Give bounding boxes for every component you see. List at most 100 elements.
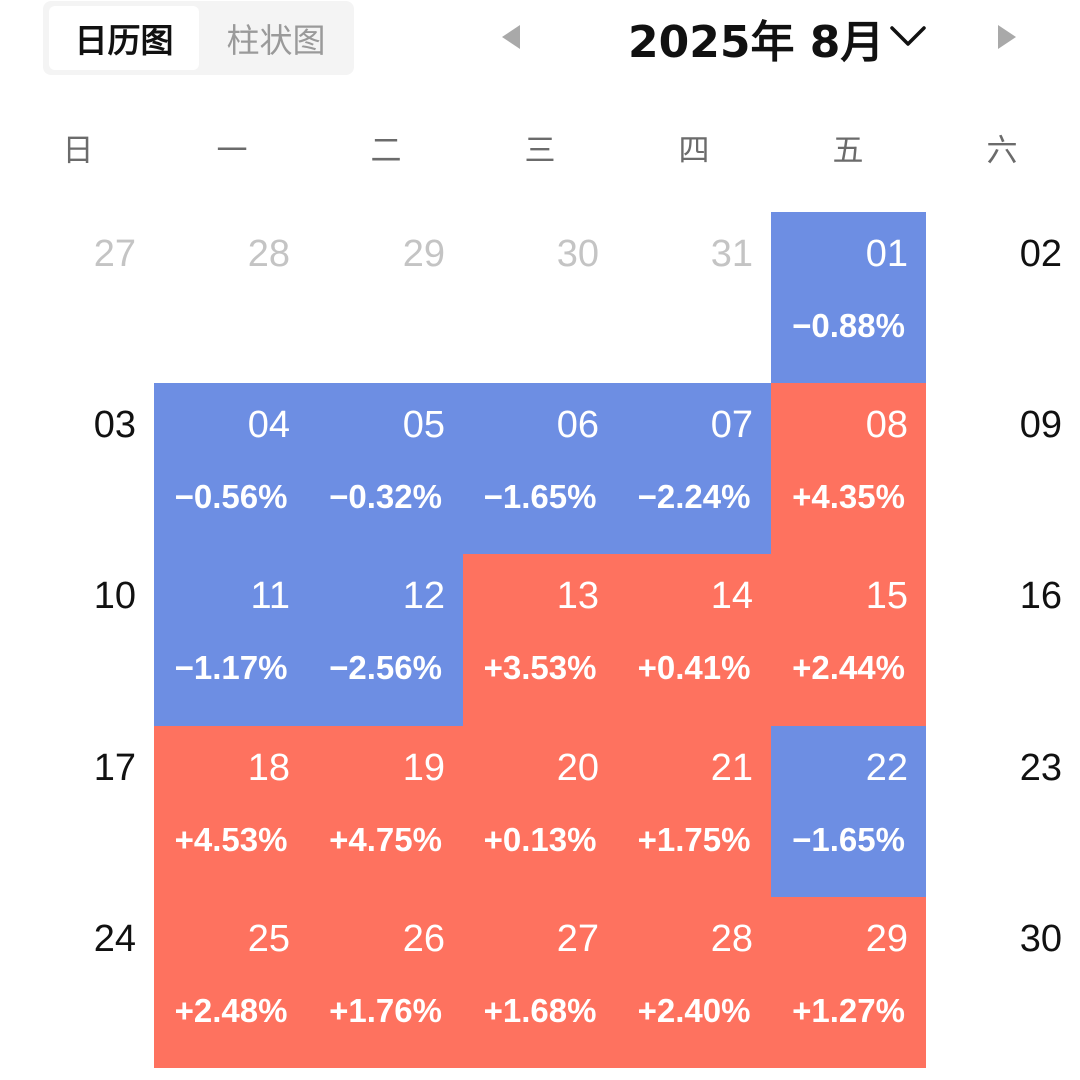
day-change: +1.76% <box>329 991 442 1029</box>
day-number: 31 <box>710 233 753 275</box>
day-cell[interactable]: 21 +1.75% <box>617 725 771 897</box>
calendar-grid: 27 28 29 30 31 01 −0.88% 02 03 04 −0.56% 05 −0.32% 06… <box>0 212 1080 1068</box>
day-cell[interactable]: 09 <box>926 383 1080 554</box>
previous-month-button[interactable] <box>496 22 526 52</box>
day-number: 17 <box>93 746 136 789</box>
day-number: 27 <box>556 917 599 960</box>
day-number: 01 <box>865 233 908 275</box>
day-cell[interactable]: 01 −0.88% <box>771 212 926 384</box>
day-number: 11 <box>250 575 290 618</box>
day-number: 03 <box>93 404 136 447</box>
day-change: +1.75% <box>637 820 751 858</box>
day-cell[interactable]: 26 +1.76% <box>308 896 463 1068</box>
day-cell[interactable]: 11 −1.17% <box>154 554 308 726</box>
day-change: +1.68% <box>483 991 597 1029</box>
day-number: 28 <box>247 233 290 275</box>
day-change: +0.41% <box>637 649 751 687</box>
day-number: 23 <box>1019 746 1062 789</box>
day-cell[interactable]: 30 <box>926 897 1080 1068</box>
day-number: 06 <box>556 404 599 447</box>
day-cell[interactable]: 29 +1.27% <box>771 896 926 1068</box>
day-change: +4.75% <box>329 820 442 858</box>
day-cell[interactable]: 25 +2.48% <box>154 896 308 1068</box>
day-number: 14 <box>710 575 753 618</box>
day-number: 12 <box>402 575 445 618</box>
day-cell[interactable]: 27 <box>0 212 154 383</box>
day-cell[interactable]: 06 −1.65% <box>463 383 617 555</box>
day-change: −1.65% <box>792 820 905 858</box>
day-number: 13 <box>556 575 599 618</box>
day-cell[interactable]: 14 +0.41% <box>617 554 771 726</box>
view-toggle: 日历图 柱状图 <box>43 1 354 75</box>
day-number: 18 <box>247 746 290 789</box>
day-number: 25 <box>247 917 290 960</box>
weekday-wed: 三 <box>524 132 556 169</box>
day-cell[interactable]: 23 <box>926 726 1080 897</box>
day-number: 30 <box>1019 917 1062 960</box>
day-number: 16 <box>1019 575 1062 618</box>
day-number: 04 <box>247 404 290 447</box>
day-change: −2.56% <box>329 649 442 687</box>
day-change: −0.88% <box>792 307 905 344</box>
day-cell[interactable]: 07 −2.24% <box>617 383 771 555</box>
day-number: 22 <box>865 746 908 789</box>
day-change: +0.13% <box>483 820 597 858</box>
day-number: 10 <box>93 575 136 618</box>
weekday-mon: 一 <box>216 132 248 169</box>
day-change: +3.53% <box>483 649 597 687</box>
day-cell[interactable]: 18 +4.53% <box>154 725 308 897</box>
weekday-thu: 四 <box>678 132 710 169</box>
day-cell[interactable]: 22 −1.65% <box>771 725 926 897</box>
day-cell[interactable]: 04 −0.56% <box>154 383 308 555</box>
day-number: 28 <box>710 917 753 960</box>
day-cell[interactable]: 20 +0.13% <box>463 725 617 897</box>
day-cell[interactable]: 28 <box>154 212 308 383</box>
day-number: 02 <box>1019 233 1062 275</box>
day-cell[interactable]: 27 +1.68% <box>463 896 617 1068</box>
day-number: 24 <box>93 917 136 960</box>
day-cell[interactable]: 10 <box>0 554 154 725</box>
day-cell[interactable]: 24 <box>0 897 154 1068</box>
day-cell[interactable]: 05 −0.32% <box>308 383 463 555</box>
day-change: −2.24% <box>637 478 751 516</box>
day-cell[interactable]: 02 <box>926 212 1080 383</box>
day-change: −0.56% <box>174 478 288 516</box>
day-change: +1.27% <box>792 991 905 1029</box>
day-number: 05 <box>402 404 445 447</box>
day-number: 09 <box>1019 404 1062 447</box>
day-cell[interactable]: 15 +2.44% <box>771 554 926 726</box>
day-number: 19 <box>402 746 445 789</box>
next-month-button[interactable] <box>992 22 1022 52</box>
month-dropdown-button[interactable] <box>886 18 930 54</box>
calendar-view-tab[interactable]: 日历图 <box>49 6 199 70</box>
day-number: 29 <box>865 917 908 960</box>
day-cell[interactable]: 13 +3.53% <box>463 554 617 726</box>
day-change: −1.65% <box>483 478 597 516</box>
day-number: 29 <box>402 233 445 275</box>
day-change: +4.35% <box>792 478 905 516</box>
day-change: −0.32% <box>329 478 442 516</box>
month-label[interactable]: 2025年 8月 <box>628 17 885 68</box>
day-cell[interactable]: 08 +4.35% <box>771 383 926 555</box>
weekday-fri: 五 <box>832 132 864 169</box>
weekday-tue: 二 <box>370 132 402 169</box>
day-number: 26 <box>402 917 445 960</box>
day-cell[interactable]: 30 <box>463 212 617 383</box>
bar-chart-view-tab[interactable]: 柱状图 <box>226 21 326 60</box>
day-cell[interactable]: 17 <box>0 726 154 897</box>
day-number: 15 <box>865 575 908 618</box>
day-cell[interactable]: 29 <box>308 212 463 383</box>
day-cell[interactable]: 16 <box>926 554 1080 725</box>
day-number: 20 <box>556 746 599 789</box>
day-number: 07 <box>710 404 753 447</box>
day-cell[interactable]: 03 <box>0 383 154 554</box>
day-cell[interactable]: 12 −2.56% <box>308 554 463 726</box>
day-cell[interactable]: 31 <box>617 212 771 383</box>
day-number: 21 <box>710 746 753 789</box>
chevron-down-icon <box>890 26 926 46</box>
weekday-sat: 六 <box>986 132 1018 169</box>
day-number: 27 <box>93 233 136 275</box>
day-cell[interactable]: 28 +2.40% <box>617 896 771 1068</box>
day-cell[interactable]: 19 +4.75% <box>308 725 463 897</box>
triangle-right-icon <box>998 25 1016 49</box>
